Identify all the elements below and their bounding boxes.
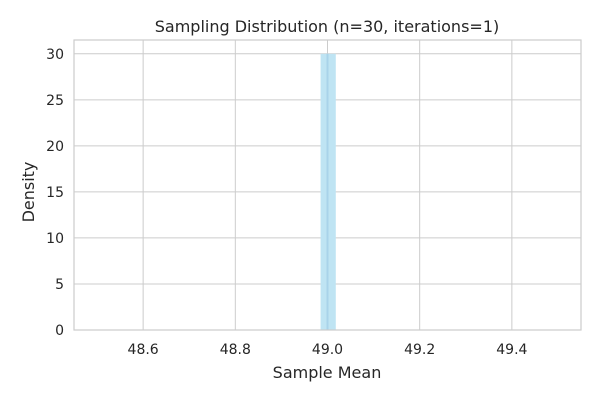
ticks-layer: 48.6 48.8 49.0 49.2 49.4 0 5 10 15 20 25 30 (46, 47, 527, 358)
y-axis-label: Density (19, 162, 38, 223)
x-tick-label: 48.8 (220, 342, 251, 358)
x-tick-label: 49.2 (404, 342, 435, 358)
x-tick-label: 49.0 (312, 342, 343, 358)
y-tick-label: 10 (46, 231, 64, 247)
y-tick-label: 25 (46, 93, 64, 109)
x-axis-label: Sample Mean (273, 363, 382, 382)
x-tick-label: 49.4 (496, 342, 527, 358)
y-tick-label: 20 (46, 139, 64, 155)
axes-layer (73, 39, 582, 331)
chart-title: Sampling Distribution (n=30, iterations=… (155, 17, 499, 36)
y-tick-label: 5 (55, 277, 64, 293)
x-tick-label: 48.6 (128, 342, 159, 358)
y-tick-label: 0 (55, 323, 64, 339)
y-tick-label: 15 (46, 185, 64, 201)
axes-frame (73, 39, 582, 331)
y-tick-label: 30 (46, 47, 64, 63)
bars-layer (320, 53, 336, 331)
